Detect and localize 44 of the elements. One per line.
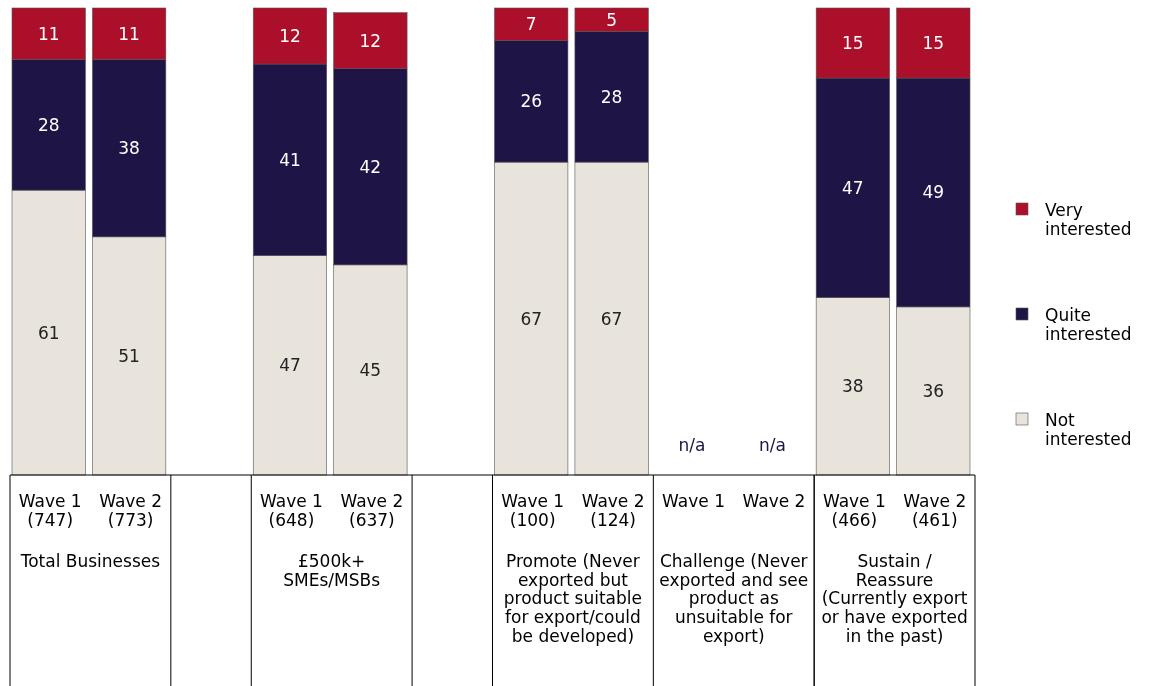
x-tick-label: Wave 1 (466) [822, 491, 886, 530]
data-label: 61 [37, 322, 60, 343]
x-tick-label: Wave 1 [662, 491, 725, 511]
text: £500k+ SMEs/MSBs [283, 551, 381, 590]
text: Sustain / Reassure (Currently export or have exported in the past) [821, 551, 968, 646]
data-label: 47 [279, 355, 301, 376]
x-tick-label: Wave 2 (124) [581, 491, 645, 530]
x-tick-label: Wave 2 (773) [99, 491, 163, 530]
x-tick-label: Wave 1 (747) [18, 491, 82, 530]
data-label: 38 [842, 376, 864, 397]
data-label: 49 [922, 182, 945, 203]
x-tick-label: Wave 2 (461) [903, 491, 967, 530]
legend-label: Very interested [1045, 200, 1132, 239]
data-label: 67 [520, 308, 543, 329]
text: Challenge (Never exported and see product as unsuitable for export) [659, 551, 809, 646]
legend-label: Not interested [1045, 410, 1132, 449]
data-label: 12 [359, 30, 382, 51]
data-label: 28 [37, 114, 60, 135]
text: Promote (Never exported but product suitable for export/could be developed) [503, 551, 643, 646]
x-tick-label: Wave 1 (648) [260, 491, 323, 530]
data-label: 41 [279, 149, 301, 170]
x-tick-label: Wave 1 (100) [501, 491, 565, 530]
legend-label: Quite interested [1045, 305, 1132, 344]
data-label: 5 [606, 9, 618, 30]
data-label: 12 [279, 25, 301, 46]
data-label: 67 [600, 308, 623, 329]
data-label: 26 [520, 91, 543, 112]
data-label: 45 [359, 359, 382, 380]
data-label: 7 [525, 14, 537, 35]
data-label: 28 [600, 86, 623, 107]
data-label: 11 [118, 23, 140, 44]
data-label: 42 [359, 156, 382, 177]
x-tick-label: Wave 2 [742, 491, 806, 511]
data-label: 11 [37, 23, 60, 44]
text: n/a [759, 435, 786, 455]
text: Total Businesses [19, 551, 161, 571]
data-label: 51 [118, 345, 140, 366]
data-label: 15 [922, 32, 945, 53]
text: n/a [678, 435, 706, 455]
data-label: 38 [118, 138, 140, 159]
data-label: 36 [922, 380, 945, 401]
data-label: 47 [842, 177, 864, 198]
x-tick-label: Wave 2 (637) [340, 491, 404, 530]
data-label: 15 [842, 32, 864, 53]
